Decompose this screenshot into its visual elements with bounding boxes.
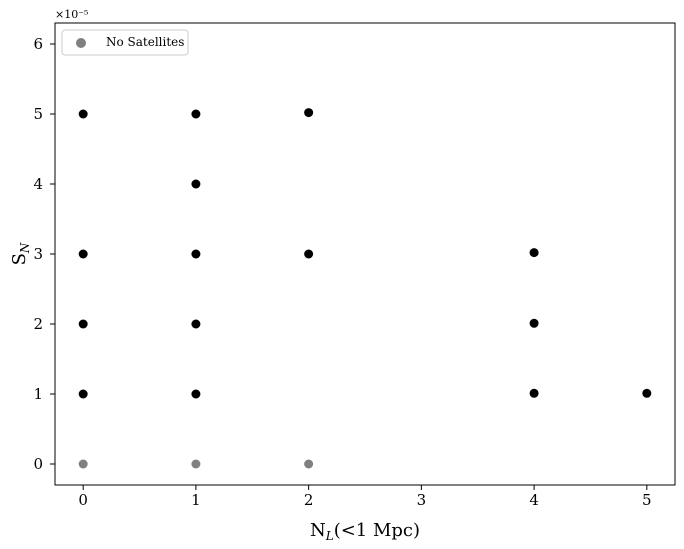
data-point bbox=[304, 459, 314, 469]
x-axis-label-sub: L bbox=[325, 529, 334, 543]
y-tick-label: 3 bbox=[33, 245, 43, 263]
y-tick-label: 1 bbox=[33, 385, 43, 403]
legend-box bbox=[61, 29, 189, 56]
ticks-layer: 0 1 2 3 4 5 0 1 2 3 4 5 6 bbox=[33, 35, 651, 509]
plot-frame bbox=[54, 22, 676, 486]
data-point bbox=[78, 389, 88, 399]
data-point bbox=[191, 109, 201, 119]
y-tick-label: 0 bbox=[33, 455, 43, 473]
y-exponent-label: ×10⁻⁵ bbox=[55, 8, 88, 21]
data-point bbox=[78, 459, 88, 469]
x-tick-label: 0 bbox=[78, 491, 88, 509]
data-point bbox=[529, 318, 539, 328]
y-tick-label: 2 bbox=[33, 315, 43, 333]
x-axis-label-rest: (<1 Mpc) bbox=[334, 520, 420, 541]
y-axis-label-sub: N bbox=[18, 242, 32, 254]
x-tick-label: 4 bbox=[529, 491, 539, 509]
y-tick-label: 4 bbox=[33, 175, 43, 193]
points-layer bbox=[78, 108, 652, 469]
data-point bbox=[529, 388, 539, 398]
data-point bbox=[642, 388, 652, 398]
x-tick-label: 2 bbox=[304, 491, 314, 509]
y-tick-label: 5 bbox=[33, 105, 43, 123]
data-point bbox=[191, 459, 201, 469]
y-tick-label: 6 bbox=[33, 35, 43, 53]
data-point bbox=[191, 389, 201, 399]
x-tick-label: 5 bbox=[642, 491, 652, 509]
data-point bbox=[529, 248, 539, 258]
x-tick-label: 3 bbox=[417, 491, 427, 509]
data-point bbox=[78, 249, 88, 259]
data-point bbox=[304, 249, 314, 259]
data-point bbox=[191, 319, 201, 329]
y-axis-label: SN bbox=[9, 242, 32, 265]
legend: No Satellites bbox=[61, 29, 189, 56]
data-point bbox=[191, 249, 201, 259]
legend-label: No Satellites bbox=[106, 35, 184, 49]
x-axis-label: NL(<1 Mpc) bbox=[310, 520, 420, 543]
legend-marker bbox=[76, 38, 86, 48]
data-point bbox=[191, 179, 201, 189]
data-point bbox=[304, 108, 314, 118]
data-point bbox=[78, 319, 88, 329]
x-axis-label-main: N bbox=[310, 520, 326, 541]
x-tick-label: 1 bbox=[191, 491, 201, 509]
y-axis-label-main: S bbox=[9, 253, 30, 265]
svg-text:SN: SN bbox=[9, 242, 32, 265]
data-point bbox=[78, 109, 88, 119]
